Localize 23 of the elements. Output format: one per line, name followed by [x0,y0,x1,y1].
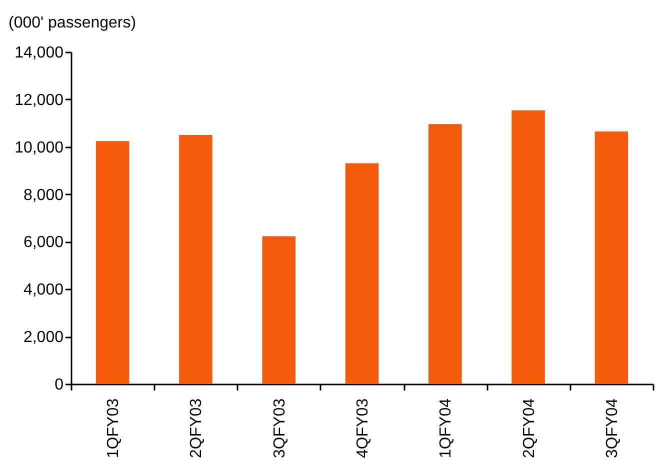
x-tick-label: 4QFY03 [354,398,372,458]
bar [96,141,130,384]
bar [594,131,628,384]
x-tick-label: 3QFY03 [271,398,288,458]
y-tick-label: 0 [54,376,64,394]
x-tick-label: 2QFY03 [188,398,206,458]
bar [512,110,545,384]
y-tick-label: 14,000 [14,44,64,62]
y-tick-label: 4,000 [23,282,64,299]
x-tick-label: 2QFY04 [520,398,538,458]
bar [179,135,212,384]
x-tick-label: 1QFY03 [105,398,122,458]
bar [345,163,379,384]
y-tick-label: 10,000 [14,139,64,156]
y-tick-label: 2,000 [23,329,64,346]
x-tick-label: 1QFY04 [438,398,455,458]
y-tick-label: 6,000 [23,234,64,252]
x-tick-label: 3QFY04 [604,398,621,458]
y-tick-label: 12,000 [14,92,64,109]
bar [262,236,296,384]
y-axis-title: (000' passengers) [8,14,136,32]
y-tick-label: 8,000 [23,186,64,204]
bar [428,124,462,384]
